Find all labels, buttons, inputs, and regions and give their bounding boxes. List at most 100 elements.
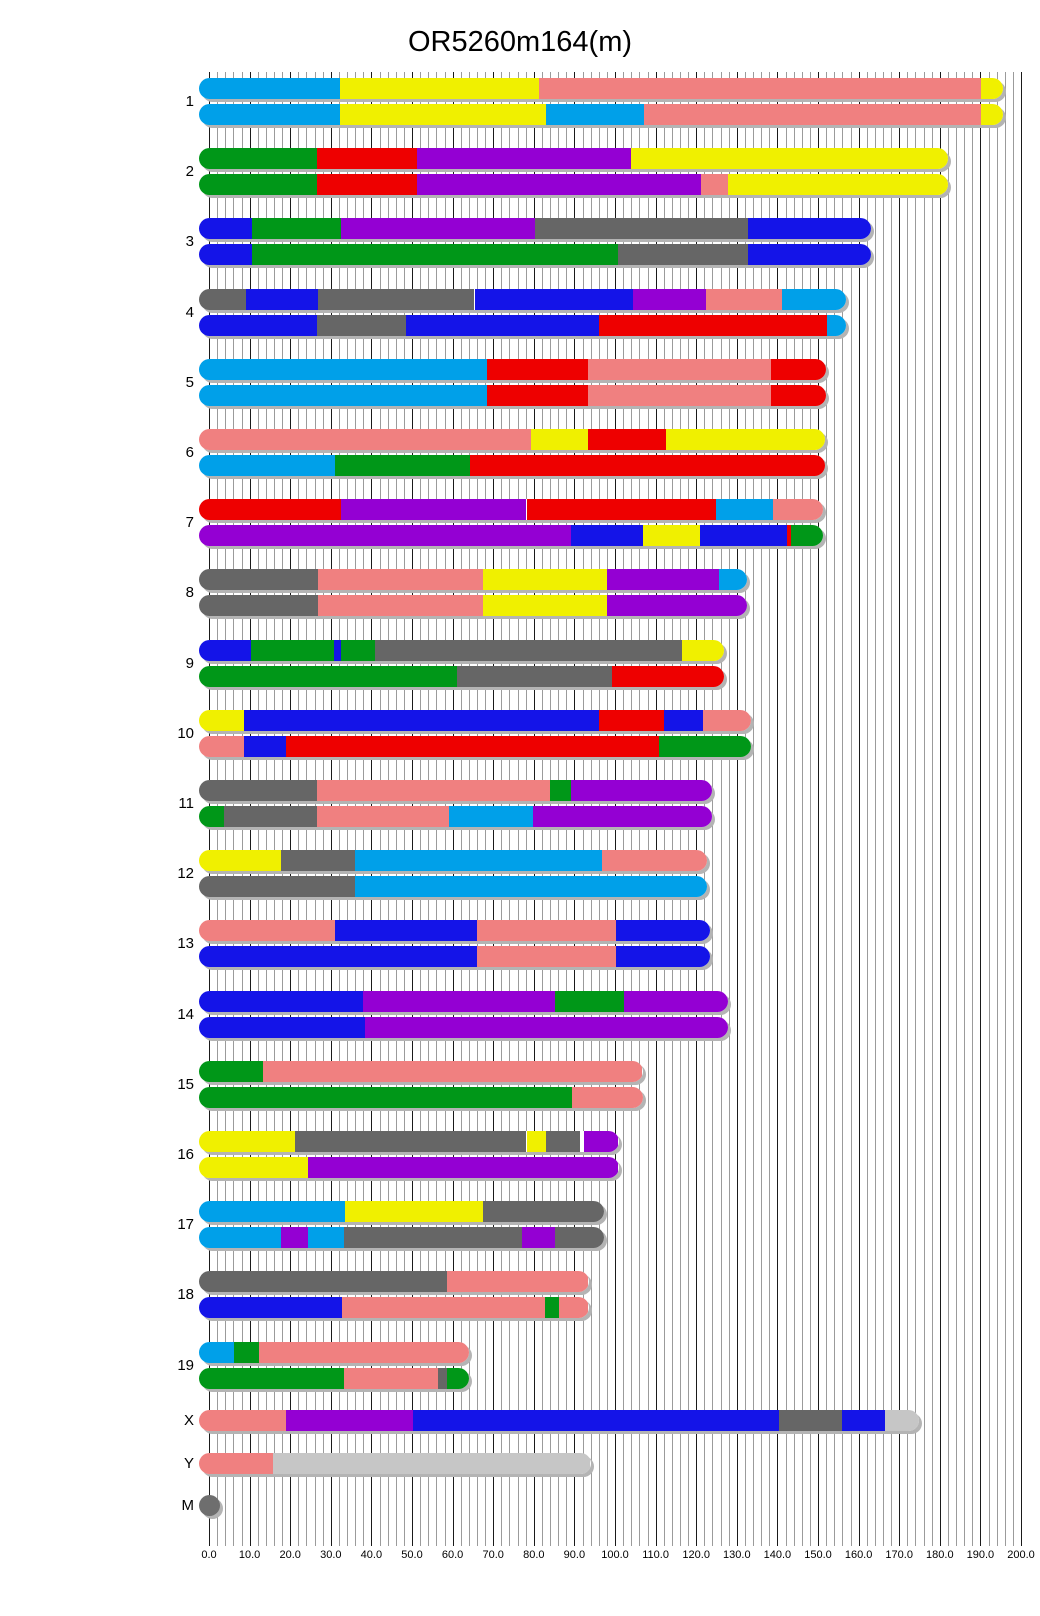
chromosome-segment-skyblue: [354, 850, 603, 872]
chromosome-segment-blue: [199, 244, 252, 266]
chromosome-label-18: 18: [177, 1286, 194, 1304]
chromosome-7-bar-2: [199, 525, 823, 547]
minor-gridline: [907, 72, 909, 1546]
chromosome-5-bar-1: [199, 358, 826, 380]
chromosome-segment-gray: [295, 1131, 527, 1152]
chromosome-segment-pink: [702, 709, 751, 731]
chromosome-label-16: 16: [177, 1146, 194, 1163]
chromosome-segment-gray: [482, 1201, 604, 1223]
chromosome-segment-red: [587, 429, 666, 450]
major-gridline: [777, 72, 779, 1546]
x-axis-tick-label: 180.0: [926, 1549, 954, 1561]
chromosome-8-bar-2: [199, 595, 747, 617]
chromosome-segment-pink: [199, 735, 245, 757]
minor-gridline: [964, 72, 966, 1546]
chromosome-segment-red: [787, 525, 792, 547]
minor-gridline: [761, 72, 763, 1546]
minor-gridline: [891, 72, 893, 1546]
chromosome-11-bar-1: [199, 780, 713, 801]
x-axis-tick-label: 90.0: [563, 1549, 586, 1561]
chromosome-segment-purple: [362, 990, 556, 1012]
chromosome-segment-green: [199, 1367, 344, 1389]
chromosome-segment-blue: [199, 946, 478, 968]
minor-gridline: [793, 72, 795, 1546]
chromosome-segment-yellow: [665, 429, 825, 450]
chromosome-segment-gray: [456, 665, 613, 687]
x-axis-tick-label: 130.0: [723, 1549, 751, 1561]
chromosome-segment-purple: [570, 780, 713, 801]
x-axis-tick-label: 200.0: [1007, 1549, 1035, 1561]
chromosome-segment-gray: [223, 806, 317, 827]
chromosome-segment-red: [486, 358, 588, 380]
chromosome-segment-red: [469, 455, 825, 476]
chromosome-label-2: 2: [185, 163, 194, 181]
chromosome-Y-bar-1: [199, 1453, 591, 1474]
chromosome-16-bar-2: [199, 1157, 619, 1178]
chromosome-1-bar-2: [199, 104, 1003, 125]
chromosome-segment-yellow: [199, 709, 245, 731]
chromosome-segment-gray: [199, 569, 318, 591]
chromosome-segment-blue: [244, 709, 600, 731]
chromosome-7-bar-1: [199, 499, 823, 521]
chromosome-label-10: 10: [177, 724, 194, 742]
chromosome-segment-gray: [317, 314, 407, 336]
chromosome-segment-red: [599, 709, 665, 731]
minor-gridline: [769, 72, 771, 1546]
chromosome-segment-gray: [555, 1227, 604, 1249]
chromosome-segment-green: [252, 218, 342, 240]
minor-gridline: [809, 72, 811, 1546]
x-axis-tick-label: 110.0: [642, 1549, 669, 1561]
chromosome-segment-skyblue: [199, 455, 335, 476]
minor-gridline: [947, 72, 949, 1546]
chromosome-segment-yellow: [199, 1157, 309, 1178]
chromosome-9-bar-1: [199, 639, 724, 661]
chromosome-label-9: 9: [185, 654, 194, 672]
minor-gridline: [834, 72, 836, 1546]
minor-gridline: [883, 72, 884, 1546]
chromosome-segment-purple: [521, 1227, 556, 1249]
chromosome-segment-blue: [700, 525, 788, 547]
chromosome-segment-purple: [533, 806, 713, 827]
chromosome-label-3: 3: [185, 233, 194, 251]
chromosome-segment-gray: [535, 218, 748, 240]
chromosome-segment-silver: [273, 1453, 591, 1474]
chromosome-segment-gray: [779, 1410, 843, 1431]
chromosome-segment-blue: [334, 920, 478, 942]
major-gridline: [818, 72, 819, 1546]
chromosome-M-dot: [199, 1495, 220, 1516]
chromosome-6-bar-2: [199, 455, 825, 476]
chromosome-5-bar-2: [199, 384, 826, 406]
chromosome-14-bar-1: [199, 990, 728, 1012]
x-axis-tick-label: 30.0: [320, 1549, 342, 1561]
chromosome-segment-pink: [644, 104, 981, 125]
chromosome-15-bar-1: [199, 1060, 643, 1082]
chromosome-segment-gray: [317, 288, 475, 310]
chromosome-segment-green: [447, 1367, 470, 1389]
chromosome-segment-purple: [199, 525, 571, 547]
major-gridline: [736, 72, 738, 1546]
chromosome-label-1: 1: [185, 93, 194, 110]
chromosome-segment-purple: [280, 1227, 309, 1249]
chromosome-17-bar-2: [199, 1227, 604, 1249]
chromosome-3-bar-2: [199, 244, 871, 266]
chromosome-segment-yellow: [728, 174, 948, 196]
chromosome-segment-gray: [344, 1227, 522, 1249]
chromosome-segment-skyblue: [826, 314, 847, 336]
chromosome-segment-purple: [624, 990, 728, 1012]
minor-gridline: [972, 72, 974, 1546]
x-axis-tick-label: 160.0: [844, 1549, 873, 1561]
chromosome-segment-blue: [664, 709, 703, 731]
chromosome-segment-gray: [437, 1367, 448, 1389]
chromosome-segment-skyblue: [448, 806, 533, 827]
chromosome-segment-purple: [583, 1131, 619, 1152]
chromosome-segment-pink: [341, 1297, 545, 1319]
chromosome-segment-green: [252, 244, 619, 266]
x-axis-tick-label: 100.0: [601, 1549, 629, 1561]
x-axis-tick-label: 190.0: [966, 1549, 995, 1561]
major-gridline: [939, 72, 941, 1546]
chromosome-segment-blue: [199, 218, 252, 240]
chromosome-segment-yellow: [531, 429, 588, 450]
chromosome-segment-red: [199, 499, 342, 521]
chromosome-segment-white: [580, 1131, 584, 1152]
chromosome-segment-skyblue: [546, 104, 645, 125]
